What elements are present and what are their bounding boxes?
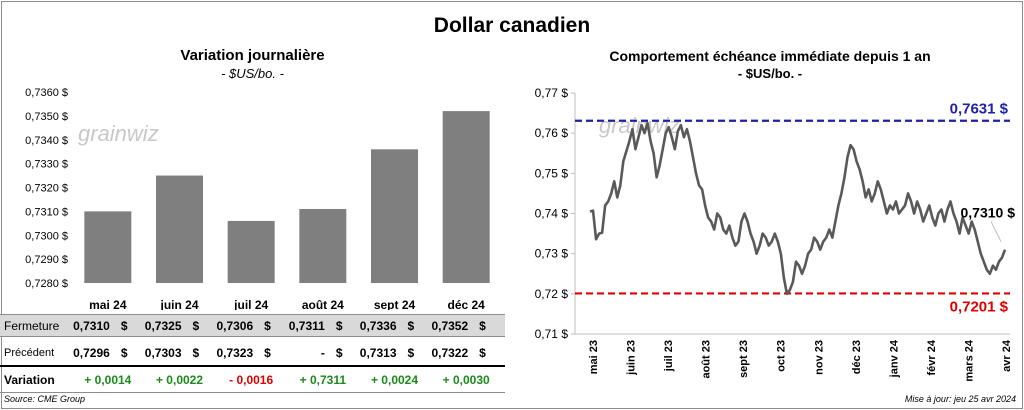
source-note: Source: CME Group [4,394,86,404]
x-tick-label: mai 23 [588,340,600,374]
x-tick-label: avr 24 [1001,339,1013,372]
variation-cell: + 0,0014 [84,372,132,387]
currency-symbol: $ [407,345,415,360]
x-tick-label: juin 24 [159,298,198,310]
bar [227,220,275,283]
variation-cell: + 0,0024 [370,372,419,387]
row-label: Variation [4,372,55,387]
x-tick-label: mai 24 [89,298,127,310]
table-cell: 0,7306 [216,318,254,333]
bar [299,208,347,283]
table-cell: 0,7303 [144,345,182,360]
y-tick-label: 0,7330 $ [25,159,68,171]
currency-symbol: $ [479,345,486,360]
table-cell: 0,7310 [73,318,110,333]
y-tick-label: 0,75 $ [535,166,569,180]
y-tick-label: 0,7290 $ [25,254,68,266]
x-tick-label: nov 23 [813,340,825,375]
currency-symbol: $ [120,318,128,333]
y-tick-label: 0,73 $ [535,247,569,261]
table-cell: 0,7322 [431,345,469,360]
bar [442,111,490,283]
x-tick-label: mars 24 [963,339,975,381]
reference-label: 0,7201 $ [950,298,1009,315]
y-tick-label: 0,71 $ [535,327,569,341]
y-tick-label: 0,7280 $ [25,278,68,290]
x-tick-label: déc 24 [447,298,485,310]
table-cell: 0,7311 [288,318,325,333]
variation-row: Variation + 0,0014 + 0,0022 - 0,0016 + 0,731… [0,368,505,391]
y-tick-label: 0,7340 $ [25,135,68,147]
currency-symbol: $ [335,345,343,360]
x-tick-label: févr 24 [926,339,938,375]
x-tick-label: déc 23 [851,340,863,374]
table-row: Précédent 0,7296 $0,7303 $0,7323 $ - $0,7313 $0… [0,341,505,364]
left-chart-title: Variation journalière [180,47,325,64]
right-chart-title: Comportement échéance immédiate depuis 1… [609,48,931,64]
table-row: Fermeture 0,7310 $0,7325 $0,7306 $0,7311 $0,7… [0,314,505,337]
update-note: Mise à jour: jeu 25 avr 2024 [904,394,1016,404]
right-chart-subtitle: - $US/bo. - [737,66,803,81]
x-tick-label: oct 23 [776,340,788,372]
y-tick-label: 0,7300 $ [25,230,68,242]
y-tick-label: 0,77 $ [535,86,569,100]
y-tick-label: 0,74 $ [535,207,569,221]
data-table: Fermeture 0,7310 $0,7325 $0,7306 $0,7311 $0,7… [0,296,505,393]
x-tick-label: juil 24 [233,298,268,310]
series-line [589,121,1007,296]
last-value-leader [990,221,1002,242]
currency-symbol: $ [264,345,271,360]
bar [84,211,132,283]
currency-symbol: $ [192,345,200,360]
y-tick-label: 0,7350 $ [25,111,68,123]
table-separator [0,365,505,367]
variation-cell: + 0,0030 [442,372,490,387]
bar [371,149,418,283]
row-label: Précédent [4,346,55,359]
currency-symbol: $ [407,318,415,333]
x-tick-label: août 23 [701,340,713,379]
left-chart-subtitle: - $US/bo. - [221,66,284,81]
page-title: Dollar canadien [433,14,591,37]
y-tick-label: 0,72 $ [535,287,569,301]
currency-symbol: $ [335,318,343,333]
table-bottom-line [0,392,505,393]
currency-symbol: $ [120,345,128,360]
y-tick-label: 0,7320 $ [25,183,68,195]
y-tick-label: 0,76 $ [535,126,569,140]
variation-cell: + 0,0022 [155,372,204,387]
row-label: Fermeture [4,318,60,333]
currency-symbol: $ [264,318,271,333]
table-cell: 0,7313 [359,345,397,360]
table-cell: - [320,345,325,360]
table-cell: 0,7336 [359,318,397,333]
x-tick-label: janv 24 [888,339,900,378]
x-tick-label: juin 23 [626,340,638,376]
currency-symbol: $ [192,318,200,333]
x-tick-label: sept 23 [738,340,750,378]
x-tick-label: juil 23 [663,340,675,372]
bar [156,175,203,283]
table-cell: 0,7323 [216,345,254,360]
table-cell: 0,7296 [73,345,110,360]
last-value-label: 0,7310 $ [961,205,1016,221]
watermark: grainwiz [78,121,159,146]
variation-cell: - 0,0016 [229,372,274,387]
y-tick-label: 0,7310 $ [25,206,68,218]
table-cell: 0,7352 [431,318,469,333]
currency-symbol: $ [479,318,486,333]
table-cell: 0,7325 [144,318,182,333]
line-chart: 0,77 $ 0,76 $ 0,75 $ 0,74 $ 0,73 $ 0,72 $ 0,71… [535,86,1016,382]
y-tick-label: 0,7360 $ [25,87,68,99]
reference-label: 0,7631 $ [950,101,1009,118]
x-tick-label: août 24 [302,298,344,310]
bar-chart: 0,7360 $ 0,7350 $ 0,7340 $ 0,7330 $ 0,7320 $… [25,87,490,310]
watermark-text: grainwiz [78,121,159,146]
x-tick-label: sept 24 [374,298,416,310]
variation-cell: + 0,7311 [299,372,347,387]
